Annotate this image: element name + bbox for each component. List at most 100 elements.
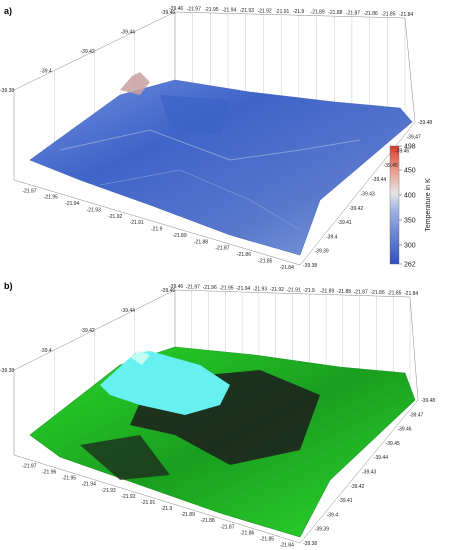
x-tick-label: -21.88 xyxy=(201,518,215,524)
y-tick-label: -39.46 xyxy=(395,149,409,155)
colorbar xyxy=(389,145,400,265)
top-tick-label: -21.86 xyxy=(364,11,378,17)
left-tick-label: -39.46 xyxy=(161,10,175,16)
left-tick-label: -39.42 xyxy=(81,328,95,334)
colorbar-tick-label: 400 xyxy=(404,193,416,200)
y-tick-label: -39.44 xyxy=(372,177,386,183)
panel-a-ridge xyxy=(59,129,361,161)
top-tick-label: -21.94 xyxy=(236,286,250,292)
x-tick-label: -21.92 xyxy=(108,214,122,220)
panel-b-snow-cap xyxy=(100,351,230,415)
top-tick-label: -21.91 xyxy=(287,288,301,294)
colorbar-title: Temperature in K xyxy=(425,178,432,232)
top-tick-label: -21.89 xyxy=(311,10,325,16)
top-tick-label: -39.46 xyxy=(169,6,183,12)
x-tick-label: -21.91 xyxy=(130,220,144,226)
x-tick-label: -21.87 xyxy=(215,246,229,252)
top-tick-label: -21.92 xyxy=(270,287,284,293)
top-tick-label: -21.88 xyxy=(328,10,342,16)
x-tick-label: -21.91 xyxy=(141,500,155,506)
panel-b-dark-rock-zone-2 xyxy=(80,435,170,480)
y-tick-label: -39.42 xyxy=(349,206,363,212)
top-tick-label: -21.88 xyxy=(337,289,351,295)
left-tick-label: -39.4 xyxy=(40,348,52,354)
left-tick-label: -39.44 xyxy=(121,308,135,314)
left-tick-label: -39.44 xyxy=(121,30,135,36)
panel-a-cool-zone xyxy=(160,95,230,135)
top-tick-label: -21.94 xyxy=(222,7,236,13)
panel-a-volcano-peak xyxy=(120,72,150,95)
y-tick-label: -39.39 xyxy=(315,527,329,533)
colorbar-tick-label: 498 xyxy=(404,144,416,151)
x-tick-label: -21.94 xyxy=(82,482,96,488)
x-tick-label: -21.97 xyxy=(22,463,36,469)
y-tick-label: -39.4 xyxy=(326,234,338,240)
panel-b-summit xyxy=(130,351,150,365)
y-tick-label: -39.45 xyxy=(384,163,398,169)
panel-a-temperature-map: a) xyxy=(0,6,432,271)
x-tick-label: -21.95 xyxy=(44,195,58,201)
colorbar-tick-label: 450 xyxy=(404,168,416,175)
top-tick-label: -21.84 xyxy=(404,291,418,297)
top-tick-label: -21.91 xyxy=(275,9,289,15)
y-tick-label: -39.47 xyxy=(407,134,421,140)
top-tick-label: -39.46 xyxy=(169,284,183,290)
x-tick-label: -21.89 xyxy=(181,512,195,518)
y-tick-label: -39.39 xyxy=(315,249,329,255)
top-tick-label: -21.92 xyxy=(257,8,271,14)
colorbar-ticks: 498 450 400 350 300 262 xyxy=(399,144,416,269)
top-tick-label: -21.87 xyxy=(346,11,360,17)
top-tick-label: -21.96 xyxy=(203,285,217,291)
y-tick-label: -39.48 xyxy=(421,398,435,404)
top-tick-label: -21.85 xyxy=(381,12,395,18)
x-tick-label: -21.85 xyxy=(260,537,274,543)
y-tick-label: -39.45 xyxy=(386,441,400,447)
top-tick-label: -21.85 xyxy=(387,291,401,297)
x-tick-label: -21.88 xyxy=(194,239,208,245)
left-tick-label: -39.46 xyxy=(161,288,175,294)
x-tick-label: -21.97 xyxy=(22,188,36,194)
x-tick-label: -21.87 xyxy=(220,524,234,530)
x-tick-label: -21.94 xyxy=(65,201,79,207)
left-tick-label: -39.4 xyxy=(40,69,52,75)
top-tick-label: -21.87 xyxy=(354,290,368,296)
panel-b-label: b) xyxy=(4,281,13,291)
x-tick-label: -21.86 xyxy=(240,530,254,536)
x-tick-label: -21.85 xyxy=(258,258,272,264)
top-tick-label: -21.95 xyxy=(204,7,218,13)
left-tick-label: -39.38 xyxy=(0,368,14,374)
y-tick-label: -39.41 xyxy=(338,498,352,504)
y-tick-label: -39.46 xyxy=(397,427,411,433)
top-tick-label: -21.89 xyxy=(320,289,334,295)
top-tick-label: -21.9 xyxy=(303,288,315,294)
y-tick-label: -39.43 xyxy=(361,192,375,198)
left-tick-label: -39.42 xyxy=(81,49,95,55)
top-tick-label: -21.9 xyxy=(293,9,305,15)
panel-b-landcover-map: b) -21.97 -21.96 -21.95 -21.94 -21.93 -21.92-… xyxy=(0,275,450,550)
left-tick-label: -39.38 xyxy=(0,88,14,94)
top-tick-label: -21.93 xyxy=(240,8,254,14)
top-tick-label: -21.97 xyxy=(187,6,201,12)
x-tick-label: -21.9 xyxy=(151,227,163,233)
y-tick-label: -39.41 xyxy=(338,220,352,226)
panel-a-plot: 498 450 400 350 300 262 Temperature in K -21.… xyxy=(0,6,432,271)
colorbar-tick-label: 262 xyxy=(404,262,416,269)
x-tick-label: -21.89 xyxy=(172,233,186,239)
x-tick-label: -21.9 xyxy=(161,506,173,512)
top-tick-label: -21.93 xyxy=(253,287,267,293)
y-tick-label: -39.42 xyxy=(350,484,364,490)
panel-a-ridge-2 xyxy=(99,169,301,231)
colorbar-tick-label: 300 xyxy=(404,243,416,250)
y-tick-label: -39.47 xyxy=(409,412,423,418)
x-tick-label: -21.93 xyxy=(102,488,116,494)
y-tick-label: -39.43 xyxy=(362,470,376,476)
panel-a-temperature-surface xyxy=(29,79,413,256)
top-tick-label: -21.97 xyxy=(186,285,200,291)
x-tick-label: -21.93 xyxy=(87,207,101,213)
y-tick-label: -39.44 xyxy=(374,455,388,461)
x-tick-label: -21.86 xyxy=(237,252,251,258)
colorbar-tick-label: 350 xyxy=(404,218,416,225)
top-tick-label: -21.95 xyxy=(219,286,233,292)
panel-a-label: a) xyxy=(4,6,13,16)
y-tick-label: -39.4 xyxy=(327,512,339,518)
